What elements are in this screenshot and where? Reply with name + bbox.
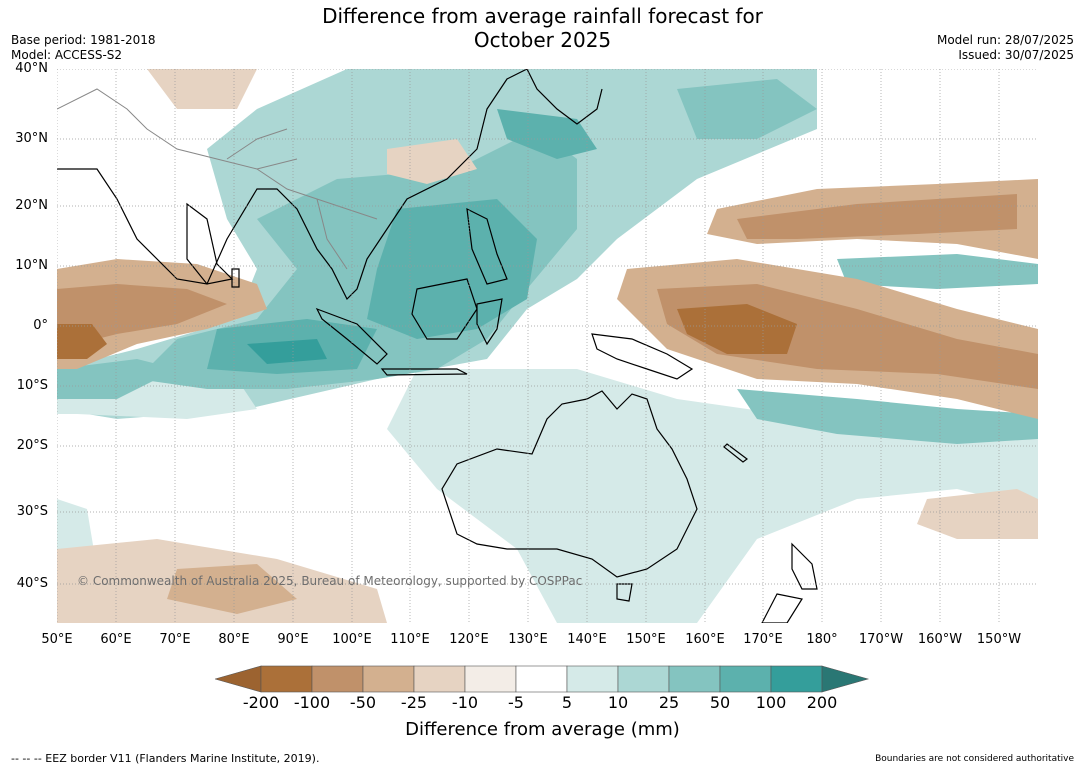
colorbar-segment <box>311 665 364 693</box>
colorbar-tick-label: -5 <box>508 693 524 712</box>
anomaly-region <box>677 304 797 354</box>
longitude-label: 80°E <box>218 632 250 647</box>
longitude-label: 90°E <box>277 632 309 647</box>
colorbar-segment <box>566 665 619 693</box>
anomaly-region <box>147 69 257 109</box>
issued-date: Issued: 30/07/2025 <box>958 48 1074 62</box>
new-zealand-north <box>791 542 818 590</box>
latitude-label: 40°S <box>16 576 48 591</box>
anomaly-region <box>497 109 597 159</box>
map-canvas <box>57 69 1038 623</box>
anomaly-region <box>57 284 227 349</box>
longitude-label: 170°E <box>743 632 783 647</box>
java-coastline <box>380 368 468 376</box>
colorbar-label: Difference from average (mm) <box>405 719 680 740</box>
latitude-label: 10°S <box>16 378 48 393</box>
meta-right: Model run: 28/07/2025 Issued: 30/07/2025 <box>937 33 1074 63</box>
anomaly-region <box>737 389 1038 444</box>
sulawesi-coastline <box>476 298 503 346</box>
australia-coastline <box>441 390 698 578</box>
colorbar-tick-label: -10 <box>451 693 479 712</box>
colorbar-tick-label: 50 <box>709 693 731 712</box>
latitude-label: 40°N <box>15 61 48 76</box>
anomaly-region <box>247 339 327 364</box>
anomaly-region <box>917 489 1038 539</box>
anomaly-region <box>57 359 177 399</box>
new-guinea-coastline <box>591 333 694 380</box>
title-line-2: October 2025 <box>473 28 612 52</box>
colorbar-tick-label: 5 <box>561 693 573 712</box>
latitude-label: 10°N <box>15 258 48 273</box>
longitude-label: 160°E <box>685 632 725 647</box>
longitude-label: 70°E <box>159 632 191 647</box>
boundaries-disclaimer: Boundaries are not considered authoritat… <box>875 754 1074 764</box>
country-border <box>316 198 348 270</box>
longitude-label: 170°W <box>858 632 904 647</box>
anomaly-region <box>737 194 1017 239</box>
colorbar-segment <box>668 665 721 693</box>
country-border <box>226 128 288 160</box>
model-name: Model: ACCESS-S2 <box>11 48 123 62</box>
base-period: Base period: 1981-2018 <box>11 33 156 47</box>
colorbar-segment <box>260 665 313 693</box>
latitude-label: 0° <box>33 318 48 333</box>
colorbar-tick-label: 25 <box>658 693 680 712</box>
colorbar-segment <box>362 665 415 693</box>
sumatra-coastline <box>315 307 388 365</box>
colorbar-tick-label: 10 <box>607 693 629 712</box>
latitude-label: 30°N <box>15 131 48 146</box>
colorbar-tick-label: -100 <box>293 693 331 712</box>
longitude-label: 100°E <box>332 632 372 647</box>
latitude-label: 30°S <box>16 504 48 519</box>
model-run: Model run: 28/07/2025 <box>936 33 1074 47</box>
colorbar-segment <box>515 665 568 693</box>
anomaly-region <box>367 199 537 339</box>
anomaly-fill-layer <box>57 69 1038 623</box>
colorbar-segment <box>617 665 670 693</box>
copyright-text: © Commonwealth of Australia 2025, Bureau… <box>77 574 583 588</box>
new-zealand-south <box>761 593 803 623</box>
longitude-label: 150°W <box>976 632 1022 647</box>
meta-left: Base period: 1981-2018 Model: ACCESS-S2 <box>11 33 156 63</box>
philippines-coastline <box>466 207 508 285</box>
latitude-label: 20°N <box>15 198 48 213</box>
longitude-label: 130°E <box>508 632 548 647</box>
asia-coastline <box>57 69 528 301</box>
sri-lanka-coastline <box>231 268 240 288</box>
colorbar-tick-label: 100 <box>755 693 787 712</box>
colorbar-segment <box>770 665 823 693</box>
japan-coastline <box>526 69 603 125</box>
anomaly-region <box>837 254 1038 289</box>
latitude-label: 20°S <box>16 438 48 453</box>
longitude-label: 110°E <box>390 632 430 647</box>
longitude-label: 120°E <box>449 632 489 647</box>
colorbar-tick-label: -25 <box>400 693 428 712</box>
anomaly-region <box>167 564 297 614</box>
eez-footnote: -- -- -- EEZ border V11 (Flanders Marine… <box>11 752 320 765</box>
colorbar-extend-high <box>821 665 870 693</box>
anomaly-region <box>677 79 817 139</box>
map-title: Difference from average rainfall forecas… <box>0 4 1085 52</box>
graticule <box>57 69 1038 623</box>
title-line-1: Difference from average rainfall forecas… <box>322 4 763 28</box>
longitude-label: 150°E <box>626 632 666 647</box>
colorbar-segment <box>464 665 517 693</box>
colorbar-tick-label: 200 <box>806 693 838 712</box>
longitude-label: 180° <box>806 632 838 647</box>
colorbar <box>215 665 870 693</box>
anomaly-region <box>57 324 107 359</box>
longitude-label: 50°E <box>41 632 73 647</box>
borneo-coastline <box>411 278 478 340</box>
colorbar-segment <box>719 665 772 693</box>
new-caledonia <box>723 443 748 463</box>
colorbar-extend-low <box>215 665 262 693</box>
colorbar-tick-label: -200 <box>242 693 280 712</box>
longitude-label: 60°E <box>100 632 132 647</box>
longitude-label: 160°W <box>917 632 963 647</box>
anomaly-region <box>387 139 477 184</box>
longitude-label: 140°E <box>567 632 607 647</box>
colorbar-tick-label: -50 <box>349 693 377 712</box>
rainfall-map[interactable]: © Commonwealth of Australia 2025, Bureau… <box>57 69 1038 623</box>
colorbar-segment <box>413 665 466 693</box>
